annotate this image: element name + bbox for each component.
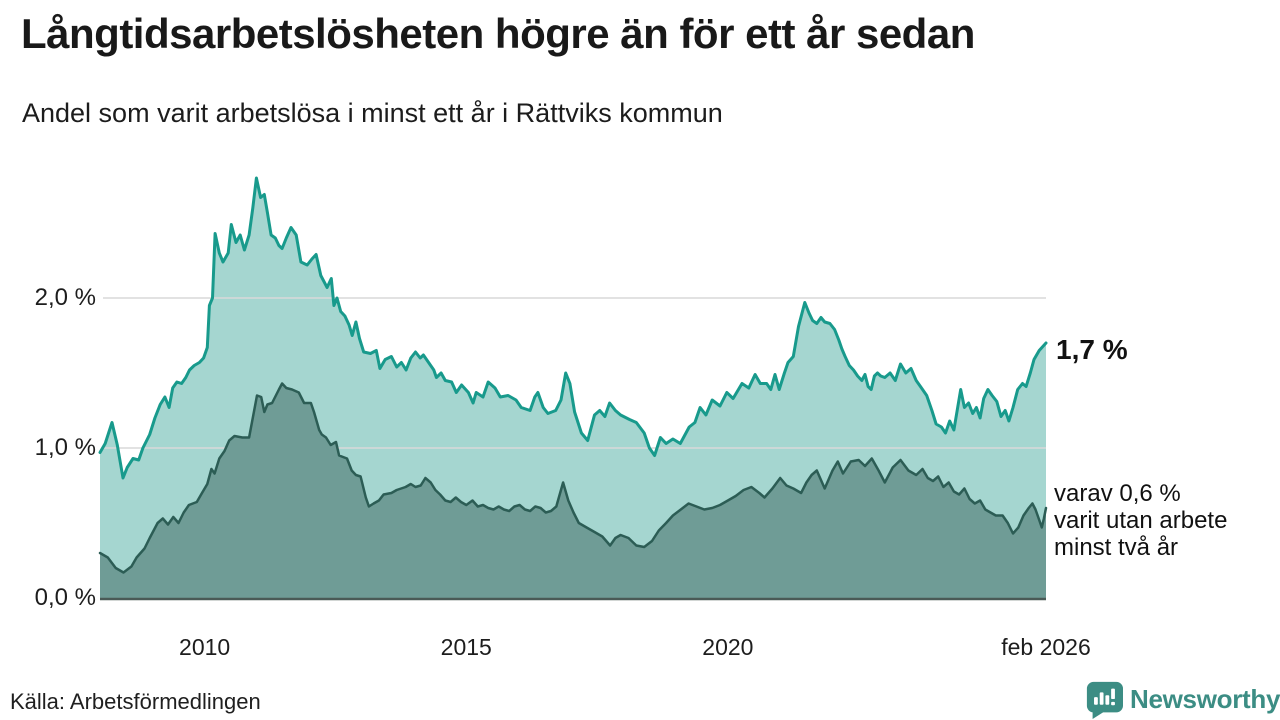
series-end-value-label: 1,7 % (1056, 334, 1128, 365)
y-axis-tick: 1,0 % (34, 434, 96, 461)
newsworthy-logo-icon (1086, 681, 1123, 719)
series1-line (98, 176, 1048, 480)
y-axis-tick: 0,0 % (34, 584, 96, 611)
chart-subtitle: Andel som varit arbetslösa i minst ett å… (22, 98, 723, 128)
y-axis-tick: 2,0 % (34, 284, 96, 311)
page-title: Långtidsarbetslösheten högre än för ett … (21, 10, 975, 57)
x-axis-tick: 2010 (179, 634, 231, 660)
newsworthy-logo: Newsworthy (1085, 680, 1280, 719)
series-end-note-label: varav 0,6 % varit utan arbete minst två … (1054, 480, 1228, 561)
series2-area (100, 383, 1046, 598)
x-axis-tick: 2020 (702, 634, 754, 660)
brand-wordmark: Newsworthy (1130, 684, 1280, 714)
x-axis-tick: 2015 (440, 634, 492, 660)
x-axis-tick: feb 2026 (1001, 634, 1091, 660)
source-note: Källa: Arbetsförmedlingen (10, 689, 261, 714)
series2-line (98, 382, 1048, 574)
